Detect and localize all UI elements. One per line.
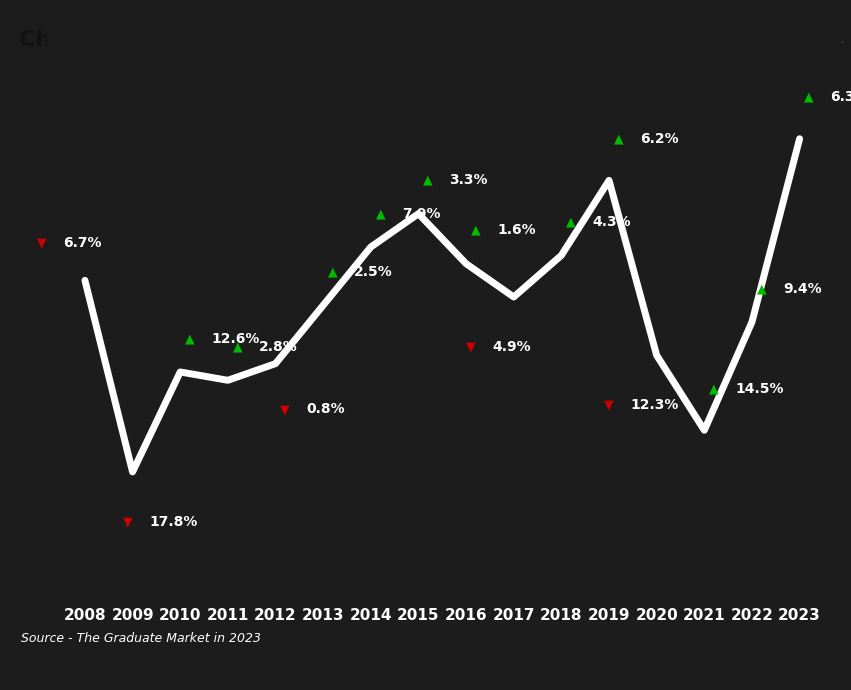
Text: 4.9%: 4.9%	[492, 340, 531, 354]
Text: ▲: ▲	[709, 382, 719, 395]
Text: 6.7%: 6.7%	[64, 236, 102, 250]
Text: ▼: ▼	[280, 403, 290, 416]
Text: 14.5%: 14.5%	[735, 382, 784, 395]
Text: 2.8%: 2.8%	[259, 340, 298, 354]
Text: 7.9%: 7.9%	[402, 207, 440, 221]
Text: 1.6%: 1.6%	[497, 224, 535, 237]
Text: ▲: ▲	[614, 132, 624, 145]
Text: ▲: ▲	[328, 266, 338, 279]
Text: ▼: ▼	[37, 237, 47, 249]
Text: ▲: ▲	[423, 174, 433, 187]
Text: Changes to Graduate Vacancies at the UK’s Top Employers 2008 to 2023: Changes to Graduate Vacancies at the UK’…	[108, 30, 851, 50]
Text: 6.3%: 6.3%	[831, 90, 851, 104]
Text: 17.8%: 17.8%	[149, 515, 197, 529]
Text: ▼: ▼	[466, 340, 476, 353]
Text: ▲: ▲	[471, 224, 481, 237]
Text: ▲: ▲	[232, 340, 243, 353]
Text: ▼: ▼	[123, 515, 133, 529]
Text: ▲: ▲	[185, 332, 195, 345]
Text: 9.4%: 9.4%	[783, 282, 821, 296]
Text: ▲: ▲	[757, 282, 767, 295]
Text: 3.3%: 3.3%	[449, 173, 488, 188]
Text: 6.2%: 6.2%	[640, 132, 678, 146]
Text: 12.3%: 12.3%	[631, 398, 679, 413]
Text: ▲: ▲	[375, 207, 386, 220]
Text: Chart 2.1: Chart 2.1	[19, 30, 134, 50]
Text: 2.5%: 2.5%	[354, 265, 393, 279]
Text: ▲: ▲	[566, 215, 576, 228]
Text: 12.6%: 12.6%	[211, 332, 260, 346]
Text: ▲: ▲	[804, 90, 814, 104]
Text: 0.8%: 0.8%	[306, 402, 346, 417]
Text: Source - The Graduate Market in 2023: Source - The Graduate Market in 2023	[21, 632, 261, 645]
Text: ▼: ▼	[604, 399, 614, 412]
Text: 4.3%: 4.3%	[592, 215, 631, 229]
